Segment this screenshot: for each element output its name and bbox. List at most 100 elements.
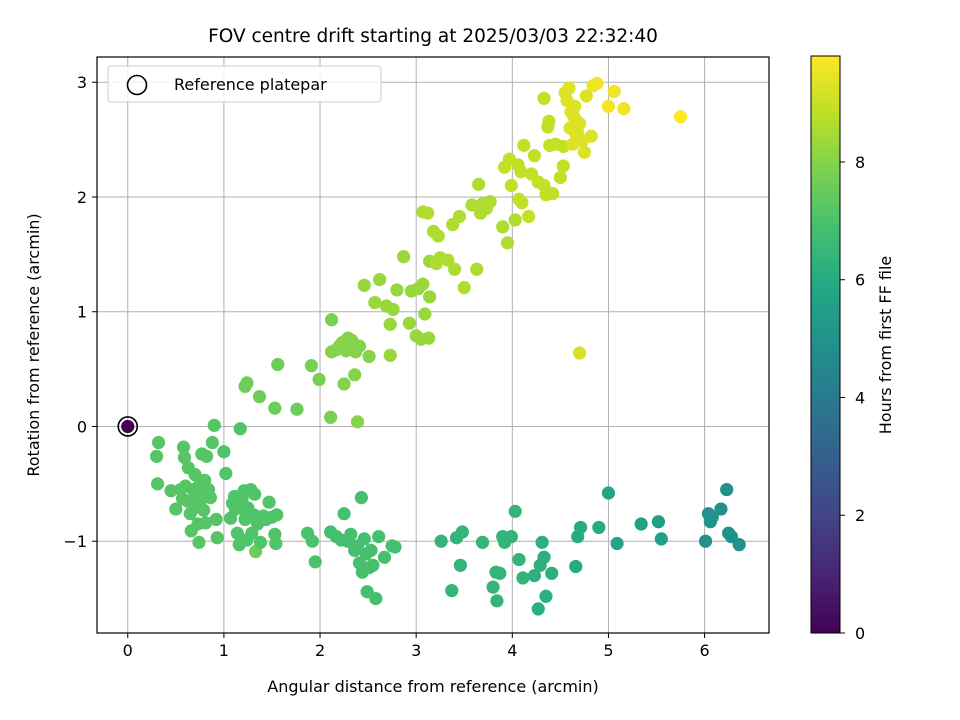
colorbar-tick-label: 2 (855, 506, 865, 525)
data-point (421, 206, 435, 220)
data-point (601, 99, 616, 113)
data-point (573, 116, 587, 131)
data-point (453, 558, 467, 572)
data-point (568, 99, 582, 113)
data-point (673, 110, 688, 124)
data-point (569, 559, 583, 574)
data-point (512, 552, 526, 567)
data-point (357, 278, 371, 292)
data-point (531, 602, 545, 616)
data-point (262, 495, 276, 509)
data-point (486, 580, 500, 594)
data-point (209, 512, 223, 527)
data-point (364, 543, 378, 557)
data-point (457, 281, 471, 295)
data-point (573, 520, 588, 535)
data-point (150, 449, 164, 463)
data-point (369, 591, 383, 606)
data-point (337, 507, 351, 521)
data-point (290, 402, 304, 416)
data-point (383, 348, 397, 362)
data-point (714, 502, 728, 516)
data-point (308, 555, 322, 569)
data-point (475, 535, 490, 549)
data-point (434, 534, 448, 548)
data-point (535, 535, 549, 549)
data-point (217, 445, 231, 459)
data-point (545, 566, 559, 580)
colorbar-tick-label: 0 (855, 624, 865, 643)
data-point (422, 331, 436, 345)
x-tick-label: 1 (219, 641, 229, 660)
data-point (573, 346, 587, 360)
data-point (199, 449, 214, 463)
data-point (470, 262, 484, 276)
data-point (253, 535, 268, 549)
colorbar (810, 55, 841, 634)
data-point (151, 435, 166, 450)
x-tick-label: 2 (315, 641, 325, 660)
x-tick-label: 4 (507, 641, 517, 660)
data-point (210, 531, 224, 545)
data-point (465, 198, 479, 212)
plot-frame (96, 56, 770, 634)
data-point (305, 534, 319, 548)
legend: Reference platepar (107, 65, 382, 103)
data-point (579, 89, 593, 103)
reference-ring (117, 416, 139, 437)
y-axis-ticks: −1 0 1 2 3 (63, 73, 97, 551)
scatter-points (117, 76, 746, 616)
data-point (556, 159, 570, 173)
data-point (357, 532, 371, 546)
data-point (516, 571, 530, 585)
data-point (562, 81, 576, 95)
data-point (527, 149, 542, 163)
data-point (455, 525, 469, 539)
data-point (527, 569, 542, 583)
data-point (268, 401, 282, 415)
colorbar-label: Hours from first FF file (876, 256, 895, 435)
data-point (522, 209, 536, 224)
y-tick-label: −1 (63, 532, 87, 551)
data-point (252, 390, 267, 404)
data-point (634, 517, 648, 531)
data-point (362, 349, 376, 364)
data-point (377, 550, 392, 564)
data-point (441, 253, 455, 267)
data-point (537, 550, 551, 564)
x-axis-label: Angular distance from reference (arcmin) (267, 677, 598, 696)
data-point (344, 527, 358, 541)
data-point (654, 532, 668, 546)
data-point (514, 165, 528, 179)
data-point (651, 515, 666, 529)
data-point (496, 220, 510, 234)
data-point (199, 516, 213, 530)
data-point (483, 194, 497, 209)
x-axis-ticks: 0 1 2 3 4 5 6 (123, 633, 710, 660)
data-point (590, 76, 604, 90)
data-point (324, 410, 338, 424)
x-tick-label: 0 (123, 641, 133, 660)
data-point (352, 339, 367, 353)
data-point (416, 277, 430, 291)
data-point (312, 372, 326, 387)
data-point (337, 377, 351, 391)
data-point (720, 482, 734, 497)
data-point (472, 177, 486, 191)
data-point (271, 357, 285, 372)
data-point (269, 536, 283, 551)
data-point (240, 376, 254, 390)
data-point (207, 418, 221, 432)
data-point (448, 262, 462, 276)
data-point (388, 540, 402, 554)
reference-point (121, 419, 135, 434)
colorbar-tick-label: 8 (855, 153, 865, 172)
data-point (452, 209, 467, 224)
data-point (504, 178, 518, 193)
data-point (504, 530, 518, 544)
y-tick-label: 0 (77, 417, 87, 436)
data-point (508, 213, 522, 227)
data-point (354, 491, 368, 505)
data-point (431, 229, 445, 243)
